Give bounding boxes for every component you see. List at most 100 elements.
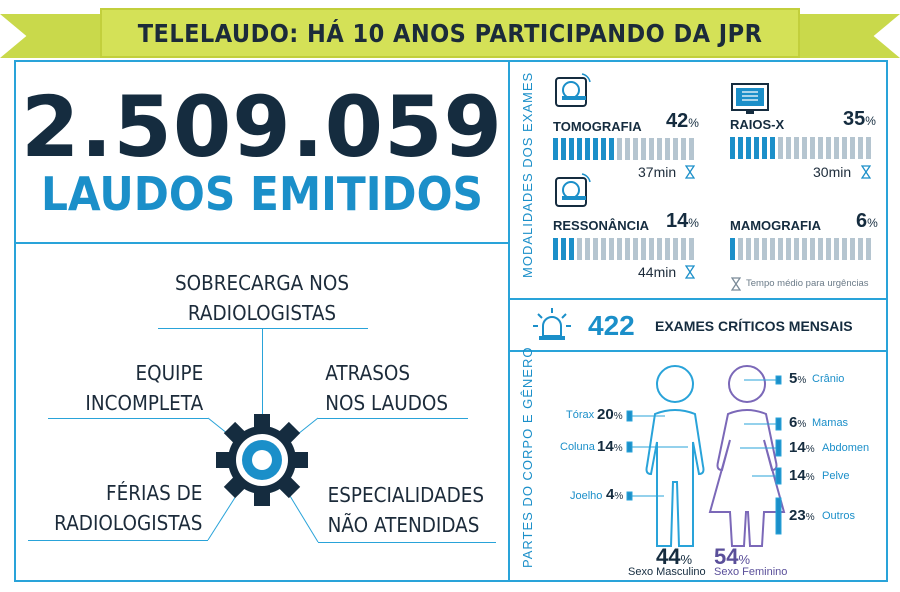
bar-tick xyxy=(802,137,807,159)
bar-tick xyxy=(609,238,614,260)
challenge-left-lower: FÉRIAS DE RADIOLOGISTAS xyxy=(54,481,203,535)
bar-tick xyxy=(553,138,558,160)
critical-exams-number: 422 xyxy=(588,310,635,341)
frame-bottom xyxy=(14,580,888,582)
body-part-joelho-name: Joelho xyxy=(570,490,603,502)
bar-tick xyxy=(738,238,743,260)
bar-tick xyxy=(754,137,759,159)
body-part-pelve-name: Pelve xyxy=(822,470,850,482)
bar-tick xyxy=(794,137,799,159)
bar-tick xyxy=(866,238,871,260)
body-part-cranio-pct: 5% xyxy=(789,370,807,387)
ct-scanner-icon xyxy=(555,73,591,107)
male-pct: 44% xyxy=(656,544,693,569)
body-part-pelve-pct: 14% xyxy=(789,467,815,484)
challenge-right-lower-line xyxy=(318,542,496,543)
modality-mamografia-pct: 6% xyxy=(856,210,878,232)
bar-tick xyxy=(665,138,670,160)
modality-raios-x-name: RAIOS-X xyxy=(730,117,785,132)
challenge-top: SOBRECARGA NOS RADIOLOGISTAS xyxy=(174,271,350,325)
divider-right-mid xyxy=(508,350,888,352)
hourglass-legend-icon xyxy=(731,277,741,291)
body-part-mamas-pct: 6% xyxy=(789,414,807,431)
bar-tick xyxy=(609,138,614,160)
male-figure-icon xyxy=(645,365,705,547)
body-part-abdomen-pct: 14% xyxy=(789,439,815,456)
body-part-joelho-pct: 4% xyxy=(606,486,624,503)
hourglass-icon xyxy=(685,265,695,279)
body-part-coluna-name: Coluna xyxy=(560,441,595,453)
challenge-left-upper-line xyxy=(48,418,208,419)
bar-tick xyxy=(601,238,606,260)
header-banner: TELELAUDO: HÁ 10 ANOS PARTICIPANDO DA JP… xyxy=(0,0,900,62)
modality-ressonancia-name: RESSONÂNCIA xyxy=(553,218,650,233)
banner: TELELAUDO: HÁ 10 ANOS PARTICIPANDO DA JP… xyxy=(100,8,800,58)
body-part-abdomen-name: Abdomen xyxy=(822,442,870,454)
modality-mamografia-bar xyxy=(730,238,872,260)
challenge-top-line xyxy=(158,328,368,329)
bar-tick xyxy=(577,238,582,260)
bar-tick xyxy=(810,238,815,260)
bar-tick xyxy=(649,238,654,260)
bar-tick xyxy=(730,137,735,159)
bar-tick xyxy=(633,138,638,160)
bar-tick xyxy=(850,238,855,260)
female-pct: 54% xyxy=(714,544,751,569)
bar-tick xyxy=(561,138,566,160)
bar-tick xyxy=(569,138,574,160)
challenge-left-upper: EQUIPE INCOMPLETA xyxy=(85,361,204,415)
bar-tick xyxy=(585,138,590,160)
frame-left xyxy=(14,60,16,582)
bar-tick xyxy=(762,137,767,159)
body-part-outros-pct: 23% xyxy=(789,507,815,524)
total-reports-number: 2.509.059 xyxy=(21,78,503,176)
bar-tick xyxy=(577,138,582,160)
urgency-time-legend: Tempo médio para urgências xyxy=(746,278,869,289)
bar-tick xyxy=(842,137,847,159)
modality-ressonancia-time: 44min xyxy=(638,264,677,280)
bar-tick xyxy=(553,238,558,260)
bar-tick xyxy=(834,137,839,159)
challenge-right-upper-line xyxy=(318,418,468,419)
bar-tick xyxy=(617,238,622,260)
bar-tick xyxy=(858,137,863,159)
modality-ressonancia-bar xyxy=(553,238,695,260)
bar-tick xyxy=(681,238,686,260)
bar-tick xyxy=(794,238,799,260)
bar-tick xyxy=(730,238,735,260)
bar-tick xyxy=(738,137,743,159)
bar-tick xyxy=(673,138,678,160)
challenge-right-lower: ESPECIALIDADES NÃO ATENDIDAS xyxy=(327,483,485,537)
modality-raios-x-pct: 35% xyxy=(843,108,876,130)
modality-raios-x-time: 30min xyxy=(813,164,852,180)
frame-right xyxy=(886,60,888,582)
bar-tick xyxy=(834,238,839,260)
critical-exams-label: EXAMES CRÍTICOS MENSAIS xyxy=(655,318,853,334)
bar-tick xyxy=(593,238,598,260)
bar-tick xyxy=(778,238,783,260)
bar-tick xyxy=(746,238,751,260)
bar-tick xyxy=(625,238,630,260)
xray-icon xyxy=(731,83,769,114)
divider-left-horizontal xyxy=(14,242,510,244)
bar-tick xyxy=(625,138,630,160)
body-part-outros-name: Outros xyxy=(822,510,856,522)
bar-tick xyxy=(673,238,678,260)
gear-icon xyxy=(216,414,308,506)
bar-tick xyxy=(657,138,662,160)
bar-tick xyxy=(649,138,654,160)
page-title: TELELAUDO: HÁ 10 ANOS PARTICIPANDO DA JP… xyxy=(137,18,763,48)
bar-tick xyxy=(561,238,566,260)
bar-tick xyxy=(818,238,823,260)
male-label: Sexo Masculino xyxy=(628,566,706,578)
body-part-torax-name: Tórax xyxy=(566,409,595,421)
body-part-coluna-pct: 14% xyxy=(597,438,623,455)
bar-tick xyxy=(866,137,871,159)
modality-mamografia-name: MAMOGRAFIA xyxy=(730,218,821,233)
bar-tick xyxy=(786,238,791,260)
bar-tick xyxy=(826,137,831,159)
divider-right-top xyxy=(508,298,888,300)
bar-tick xyxy=(633,238,638,260)
